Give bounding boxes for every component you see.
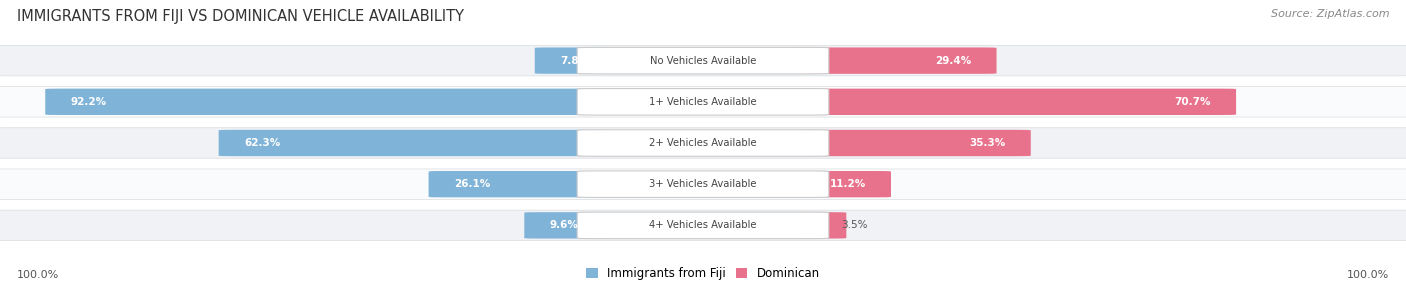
Text: 3.5%: 3.5% — [841, 221, 868, 230]
Text: 1+ Vehicles Available: 1+ Vehicles Available — [650, 97, 756, 107]
FancyBboxPatch shape — [578, 130, 828, 156]
Text: 9.6%: 9.6% — [550, 221, 578, 230]
Text: 3+ Vehicles Available: 3+ Vehicles Available — [650, 179, 756, 189]
Text: IMMIGRANTS FROM FIJI VS DOMINICAN VEHICLE AVAILABILITY: IMMIGRANTS FROM FIJI VS DOMINICAN VEHICL… — [17, 9, 464, 23]
Text: 7.8%: 7.8% — [560, 56, 589, 65]
Text: 100.0%: 100.0% — [17, 270, 59, 279]
Text: No Vehicles Available: No Vehicles Available — [650, 56, 756, 65]
FancyBboxPatch shape — [0, 210, 1406, 241]
Text: Source: ZipAtlas.com: Source: ZipAtlas.com — [1271, 9, 1389, 19]
FancyBboxPatch shape — [219, 130, 609, 156]
FancyBboxPatch shape — [578, 47, 828, 74]
FancyBboxPatch shape — [0, 169, 1406, 199]
Text: 4+ Vehicles Available: 4+ Vehicles Available — [650, 221, 756, 230]
FancyBboxPatch shape — [578, 171, 828, 197]
FancyBboxPatch shape — [799, 171, 891, 197]
Text: 11.2%: 11.2% — [830, 179, 866, 189]
Legend: Immigrants from Fiji, Dominican: Immigrants from Fiji, Dominican — [586, 267, 820, 280]
FancyBboxPatch shape — [524, 212, 609, 239]
FancyBboxPatch shape — [0, 87, 1406, 117]
FancyBboxPatch shape — [799, 47, 997, 74]
FancyBboxPatch shape — [799, 130, 1031, 156]
FancyBboxPatch shape — [799, 212, 846, 239]
Text: 62.3%: 62.3% — [245, 138, 280, 148]
FancyBboxPatch shape — [578, 212, 828, 239]
FancyBboxPatch shape — [534, 47, 609, 74]
FancyBboxPatch shape — [799, 89, 1236, 115]
Text: 70.7%: 70.7% — [1174, 97, 1211, 107]
FancyBboxPatch shape — [45, 89, 609, 115]
Text: 2+ Vehicles Available: 2+ Vehicles Available — [650, 138, 756, 148]
FancyBboxPatch shape — [429, 171, 609, 197]
FancyBboxPatch shape — [578, 89, 828, 115]
Text: 35.3%: 35.3% — [969, 138, 1005, 148]
Text: 29.4%: 29.4% — [935, 56, 972, 65]
Text: 100.0%: 100.0% — [1347, 270, 1389, 279]
Text: 92.2%: 92.2% — [70, 97, 107, 107]
FancyBboxPatch shape — [0, 45, 1406, 76]
Text: 26.1%: 26.1% — [454, 179, 491, 189]
FancyBboxPatch shape — [0, 128, 1406, 158]
